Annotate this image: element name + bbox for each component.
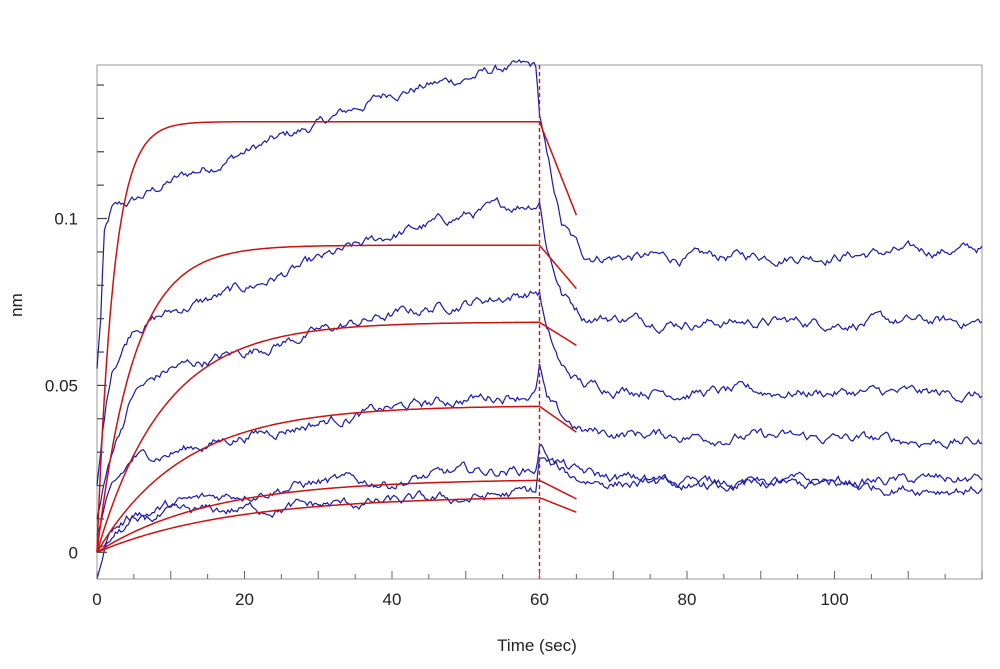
x-tick-label: 80: [678, 590, 697, 609]
y-tick-label: 0: [69, 543, 78, 562]
x-tick-label: 20: [235, 590, 254, 609]
measured-curve-4: [96, 363, 983, 536]
x-tick-label: 100: [820, 590, 848, 609]
fit-curve-3: [96, 321, 577, 553]
data-layer: [96, 58, 983, 580]
fit-curve-1: [96, 120, 578, 553]
fit-curve-2: [96, 244, 577, 553]
x-tick-label: 40: [383, 590, 402, 609]
x-tick-label: 0: [92, 590, 101, 609]
fit-curve-4: [96, 405, 577, 553]
fit-curve-6: [96, 496, 577, 553]
y-axis-label: nm: [7, 293, 26, 317]
y-tick-label: 0.05: [45, 376, 78, 395]
fit-curve-5: [96, 479, 577, 553]
y-tick-label: 0.1: [54, 210, 78, 229]
measured-curve-2: [96, 196, 983, 486]
x-axis-label: Time (sec): [497, 636, 577, 655]
axis-layer: 0 20 40 60 80 100 0 0.05 0.1: [45, 84, 983, 609]
x-tick-label: 60: [530, 590, 549, 609]
